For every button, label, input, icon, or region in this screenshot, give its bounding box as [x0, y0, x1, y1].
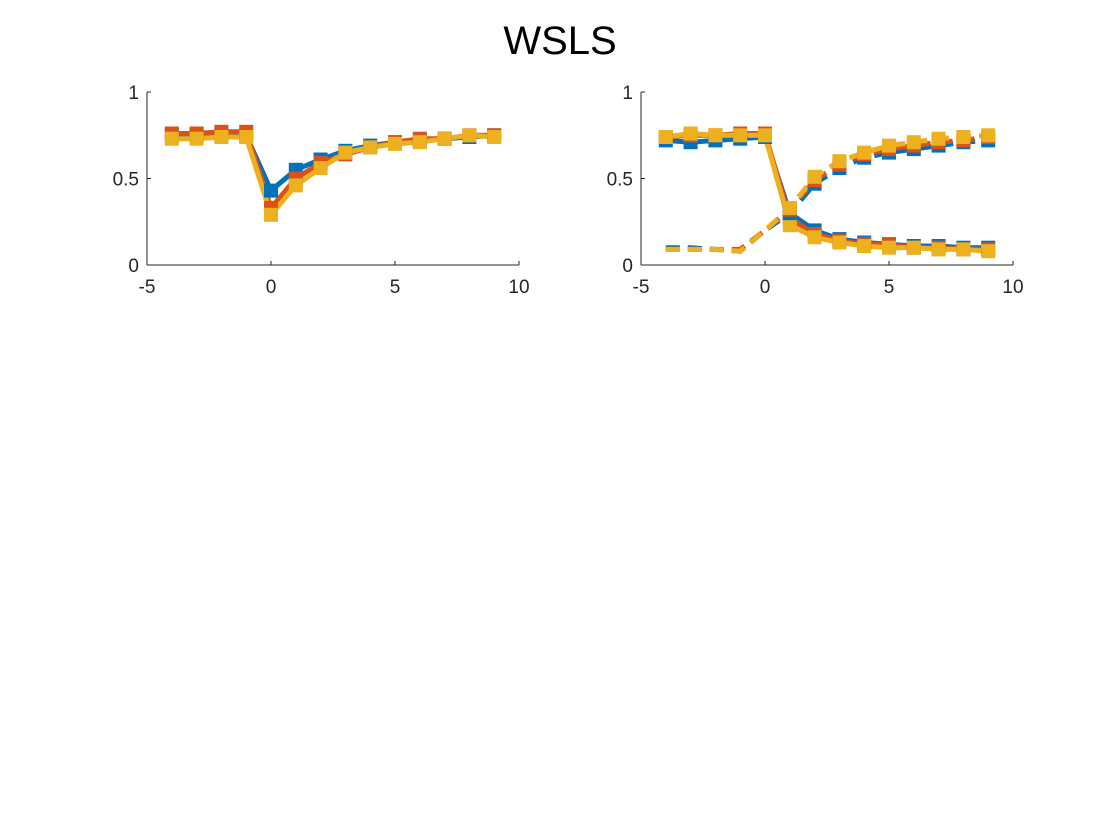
data-point-marker — [782, 218, 797, 233]
x-tick-label: 0 — [760, 277, 771, 298]
data-point-marker — [313, 161, 328, 176]
x-tick-label: -5 — [139, 277, 156, 298]
data-point-marker — [437, 131, 452, 146]
y-tick-label: 1 — [622, 83, 633, 104]
data-point-marker — [981, 244, 996, 259]
y-tick-label: 0.5 — [607, 170, 633, 191]
data-point-marker — [857, 239, 872, 253]
data-point-marker — [189, 131, 204, 146]
data-point-marker — [857, 145, 872, 160]
data-point-marker — [832, 154, 847, 169]
data-point-marker — [807, 169, 822, 184]
y-tick-label: 0 — [128, 256, 139, 277]
x-tick-label: 0 — [266, 277, 277, 298]
data-point-marker — [658, 130, 673, 144]
data-point-marker — [906, 240, 921, 255]
data-point-marker — [288, 178, 303, 193]
data-point-marker — [388, 136, 402, 151]
data-point-marker — [832, 235, 847, 250]
data-point-marker — [882, 138, 896, 153]
series-line-dashed-5 — [665, 132, 989, 254]
data-point-marker — [264, 183, 278, 198]
x-tick-label: 10 — [1002, 277, 1023, 298]
data-point-marker — [708, 128, 723, 143]
x-tick-label: 5 — [390, 277, 401, 298]
figure-title: WSLS — [503, 19, 616, 63]
data-point-marker — [487, 130, 502, 144]
data-point-marker — [981, 128, 996, 143]
data-point-marker — [758, 128, 772, 143]
data-point-marker — [412, 135, 427, 150]
data-point-marker — [338, 145, 353, 160]
x-tick-label: 5 — [884, 277, 895, 298]
data-point-marker — [956, 130, 971, 144]
data-point-marker — [807, 230, 822, 245]
series-line-2 — [171, 132, 495, 218]
data-point-marker — [462, 128, 477, 143]
data-point-marker — [239, 130, 254, 144]
data-point-marker — [782, 200, 797, 215]
data-point-marker — [931, 242, 946, 257]
series-line-0 — [665, 134, 989, 251]
data-point-marker — [956, 242, 971, 257]
y-tick-label: 1 — [128, 83, 139, 104]
data-point-marker — [906, 135, 921, 150]
data-point-marker — [214, 130, 229, 144]
data-point-marker — [733, 128, 748, 143]
data-point-marker — [164, 131, 179, 146]
data-point-marker — [363, 140, 378, 155]
data-point-marker — [931, 131, 946, 146]
x-tick-label: 10 — [508, 277, 529, 298]
y-tick-label: 0.5 — [113, 170, 139, 191]
x-tick-label: -5 — [633, 277, 650, 298]
y-tick-label: 0 — [622, 256, 633, 277]
data-point-marker — [264, 207, 278, 222]
data-point-marker — [882, 240, 896, 255]
data-point-marker — [683, 126, 698, 141]
